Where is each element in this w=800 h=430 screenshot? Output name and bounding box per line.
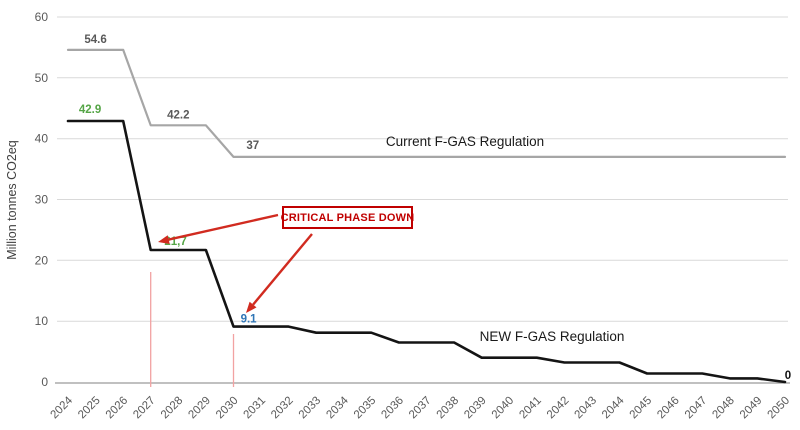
x-tick-label: 2025	[76, 395, 103, 422]
x-tick-label: 2035	[352, 395, 379, 422]
point-label: 0	[785, 370, 791, 382]
x-axis-group: 2024 2025 2026 2027 2028 2029 2030 2031 2032 2033…	[49, 394, 793, 421]
y-tick-label: 20	[35, 253, 49, 267]
annotation-arrows-group	[158, 213, 313, 313]
x-tick-label: 2024	[49, 394, 76, 421]
x-tick-label: 2033	[297, 395, 324, 422]
gridlines-group	[55, 16, 790, 384]
series-name-label: NEW F-GAS Regulation	[480, 329, 625, 344]
series-name-labels-group: Current F-GAS Regulation NEW F-GAS Regula…	[386, 134, 625, 344]
x-tick-label: 2034	[324, 394, 351, 421]
series-lines-group	[66, 48, 787, 384]
annotation-arrow-shaft	[252, 233, 313, 306]
x-tick-label: 2032	[269, 395, 296, 422]
x-tick-label: 2045	[628, 395, 655, 422]
x-tick-label: 2042	[545, 395, 572, 422]
y-tick-label: 0	[41, 375, 48, 389]
series-name-label: Current F-GAS Regulation	[386, 134, 544, 149]
y-axis-title: Million tonnes CO2eq	[5, 140, 19, 260]
x-tick-label: 2038	[435, 395, 462, 422]
critical-phase-down-callout: CRITICAL PHASE DOWN	[281, 206, 414, 229]
x-tick-label: 2040	[490, 395, 517, 422]
x-tick-label: 2047	[683, 395, 710, 422]
x-tick-label: 2049	[738, 395, 765, 422]
annotation-arrowhead	[158, 235, 170, 244]
point-label: 9.1	[241, 314, 258, 326]
red-vlines-group	[150, 272, 235, 387]
x-tick-label: 2031	[242, 395, 269, 422]
annotation-arrow-shaft	[168, 213, 279, 241]
point-label: 37	[246, 140, 259, 152]
x-tick-label: 2050	[766, 395, 793, 422]
x-tick-label: 2028	[159, 395, 186, 422]
x-tick-label: 2041	[517, 395, 544, 422]
x-tick-label: 2030	[214, 395, 241, 422]
x-tick-label: 2027	[131, 395, 158, 422]
y-tick-label: 50	[35, 71, 49, 85]
annotation-arrowhead	[246, 301, 257, 313]
y-axis-group: Million tonnes CO2eq 0 10 20 30 40 50 60	[5, 10, 48, 389]
point-label: 42.9	[79, 104, 101, 116]
x-tick-label: 2043	[573, 395, 600, 422]
y-tick-label: 30	[35, 193, 49, 207]
x-tick-label: 2036	[379, 395, 406, 422]
point-label: 42.2	[167, 109, 189, 121]
point-label: 54.6	[84, 34, 106, 46]
y-tick-label: 40	[35, 132, 49, 146]
y-tick-label: 60	[35, 10, 49, 24]
current-regulation-line	[66, 48, 787, 158]
new-regulation-line	[66, 119, 787, 384]
x-tick-label: 2048	[710, 395, 737, 422]
y-tick-label: 10	[35, 314, 49, 328]
x-tick-label: 2037	[407, 395, 434, 422]
x-tick-label: 2039	[462, 395, 489, 422]
x-tick-label: 2046	[655, 395, 682, 422]
x-tick-label: 2029	[186, 395, 213, 422]
x-tick-label: 2044	[600, 394, 627, 421]
x-tick-label: 2026	[104, 395, 131, 422]
